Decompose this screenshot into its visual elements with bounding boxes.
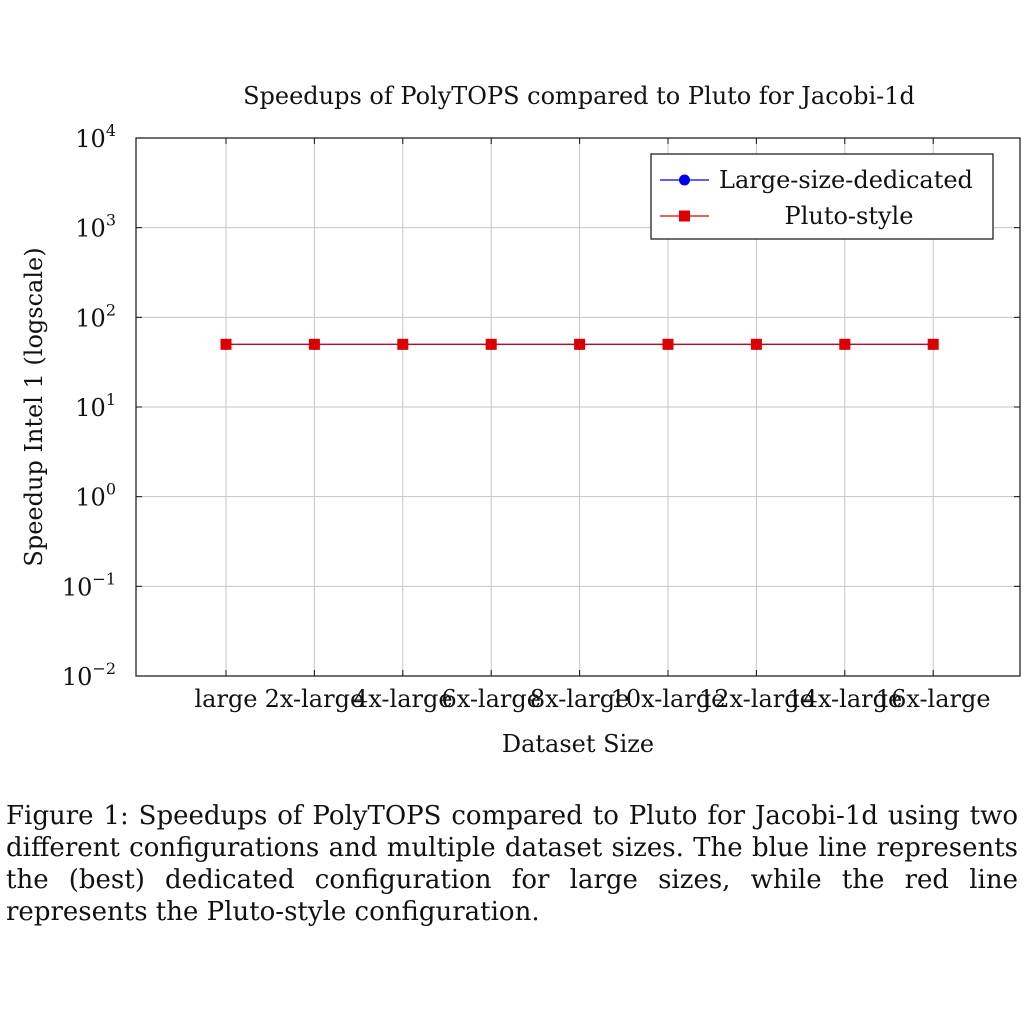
x-tick-label: 2x-large	[265, 685, 365, 713]
data-point	[750, 338, 762, 350]
series	[220, 338, 939, 350]
legend-label-pluto-style: Pluto-style	[785, 202, 914, 230]
y-tick-label: 10−1	[62, 569, 116, 601]
x-tick-label: 8x-large	[530, 685, 630, 713]
y-tick-label: 103	[75, 211, 116, 243]
data-point	[574, 338, 586, 350]
grid	[136, 137, 1020, 677]
x-tick-label: 12x-large	[699, 685, 814, 713]
x-tick-label: 4x-large	[353, 685, 453, 713]
data-point	[485, 338, 497, 350]
y-tick-label: 104	[75, 121, 116, 153]
legend-box	[650, 153, 994, 240]
y-tick-label: 102	[75, 300, 116, 332]
data-point	[927, 338, 939, 350]
y-tick-label: 10−2	[62, 659, 116, 691]
data-point	[308, 338, 320, 350]
chart: 104 103 102 101 100 10−1 10−2 large 2x-large4x-l…	[20, 82, 1021, 758]
axis-ticks: 104 103 102 101 100 10−1 10−2 large 2x-large4x-l…	[62, 121, 1020, 713]
chart-title: Speedups of PolyTOPS compared to Pluto f…	[243, 82, 915, 110]
y-axis-label: Speedup Intel 1 (logscale)	[20, 247, 48, 566]
legend-label-large-size-dedicated: Large-size-dedicated	[719, 166, 973, 194]
x-axis-label: Dataset Size	[502, 730, 654, 758]
y-tick-label: 101	[75, 390, 116, 422]
legend-marker-large-size-dedicated	[679, 174, 690, 186]
data-point	[839, 338, 851, 350]
y-tick-label: 100	[75, 480, 116, 512]
legend: Large-size-dedicated Pluto-style	[650, 153, 994, 240]
figure-caption: Figure 1: Speedups of PolyTOPS compared …	[6, 801, 1018, 927]
data-point	[220, 338, 232, 350]
x-tick-label: 6x-large	[441, 685, 541, 713]
x-tick-label: 10x-large	[611, 685, 726, 713]
data-point	[397, 338, 409, 350]
data-point	[662, 338, 674, 350]
x-tick-label: large	[194, 685, 257, 713]
x-tick-label: 16x-large	[876, 685, 991, 713]
legend-marker-pluto-style	[679, 210, 690, 222]
x-tick-label: 14x-large	[787, 685, 902, 713]
